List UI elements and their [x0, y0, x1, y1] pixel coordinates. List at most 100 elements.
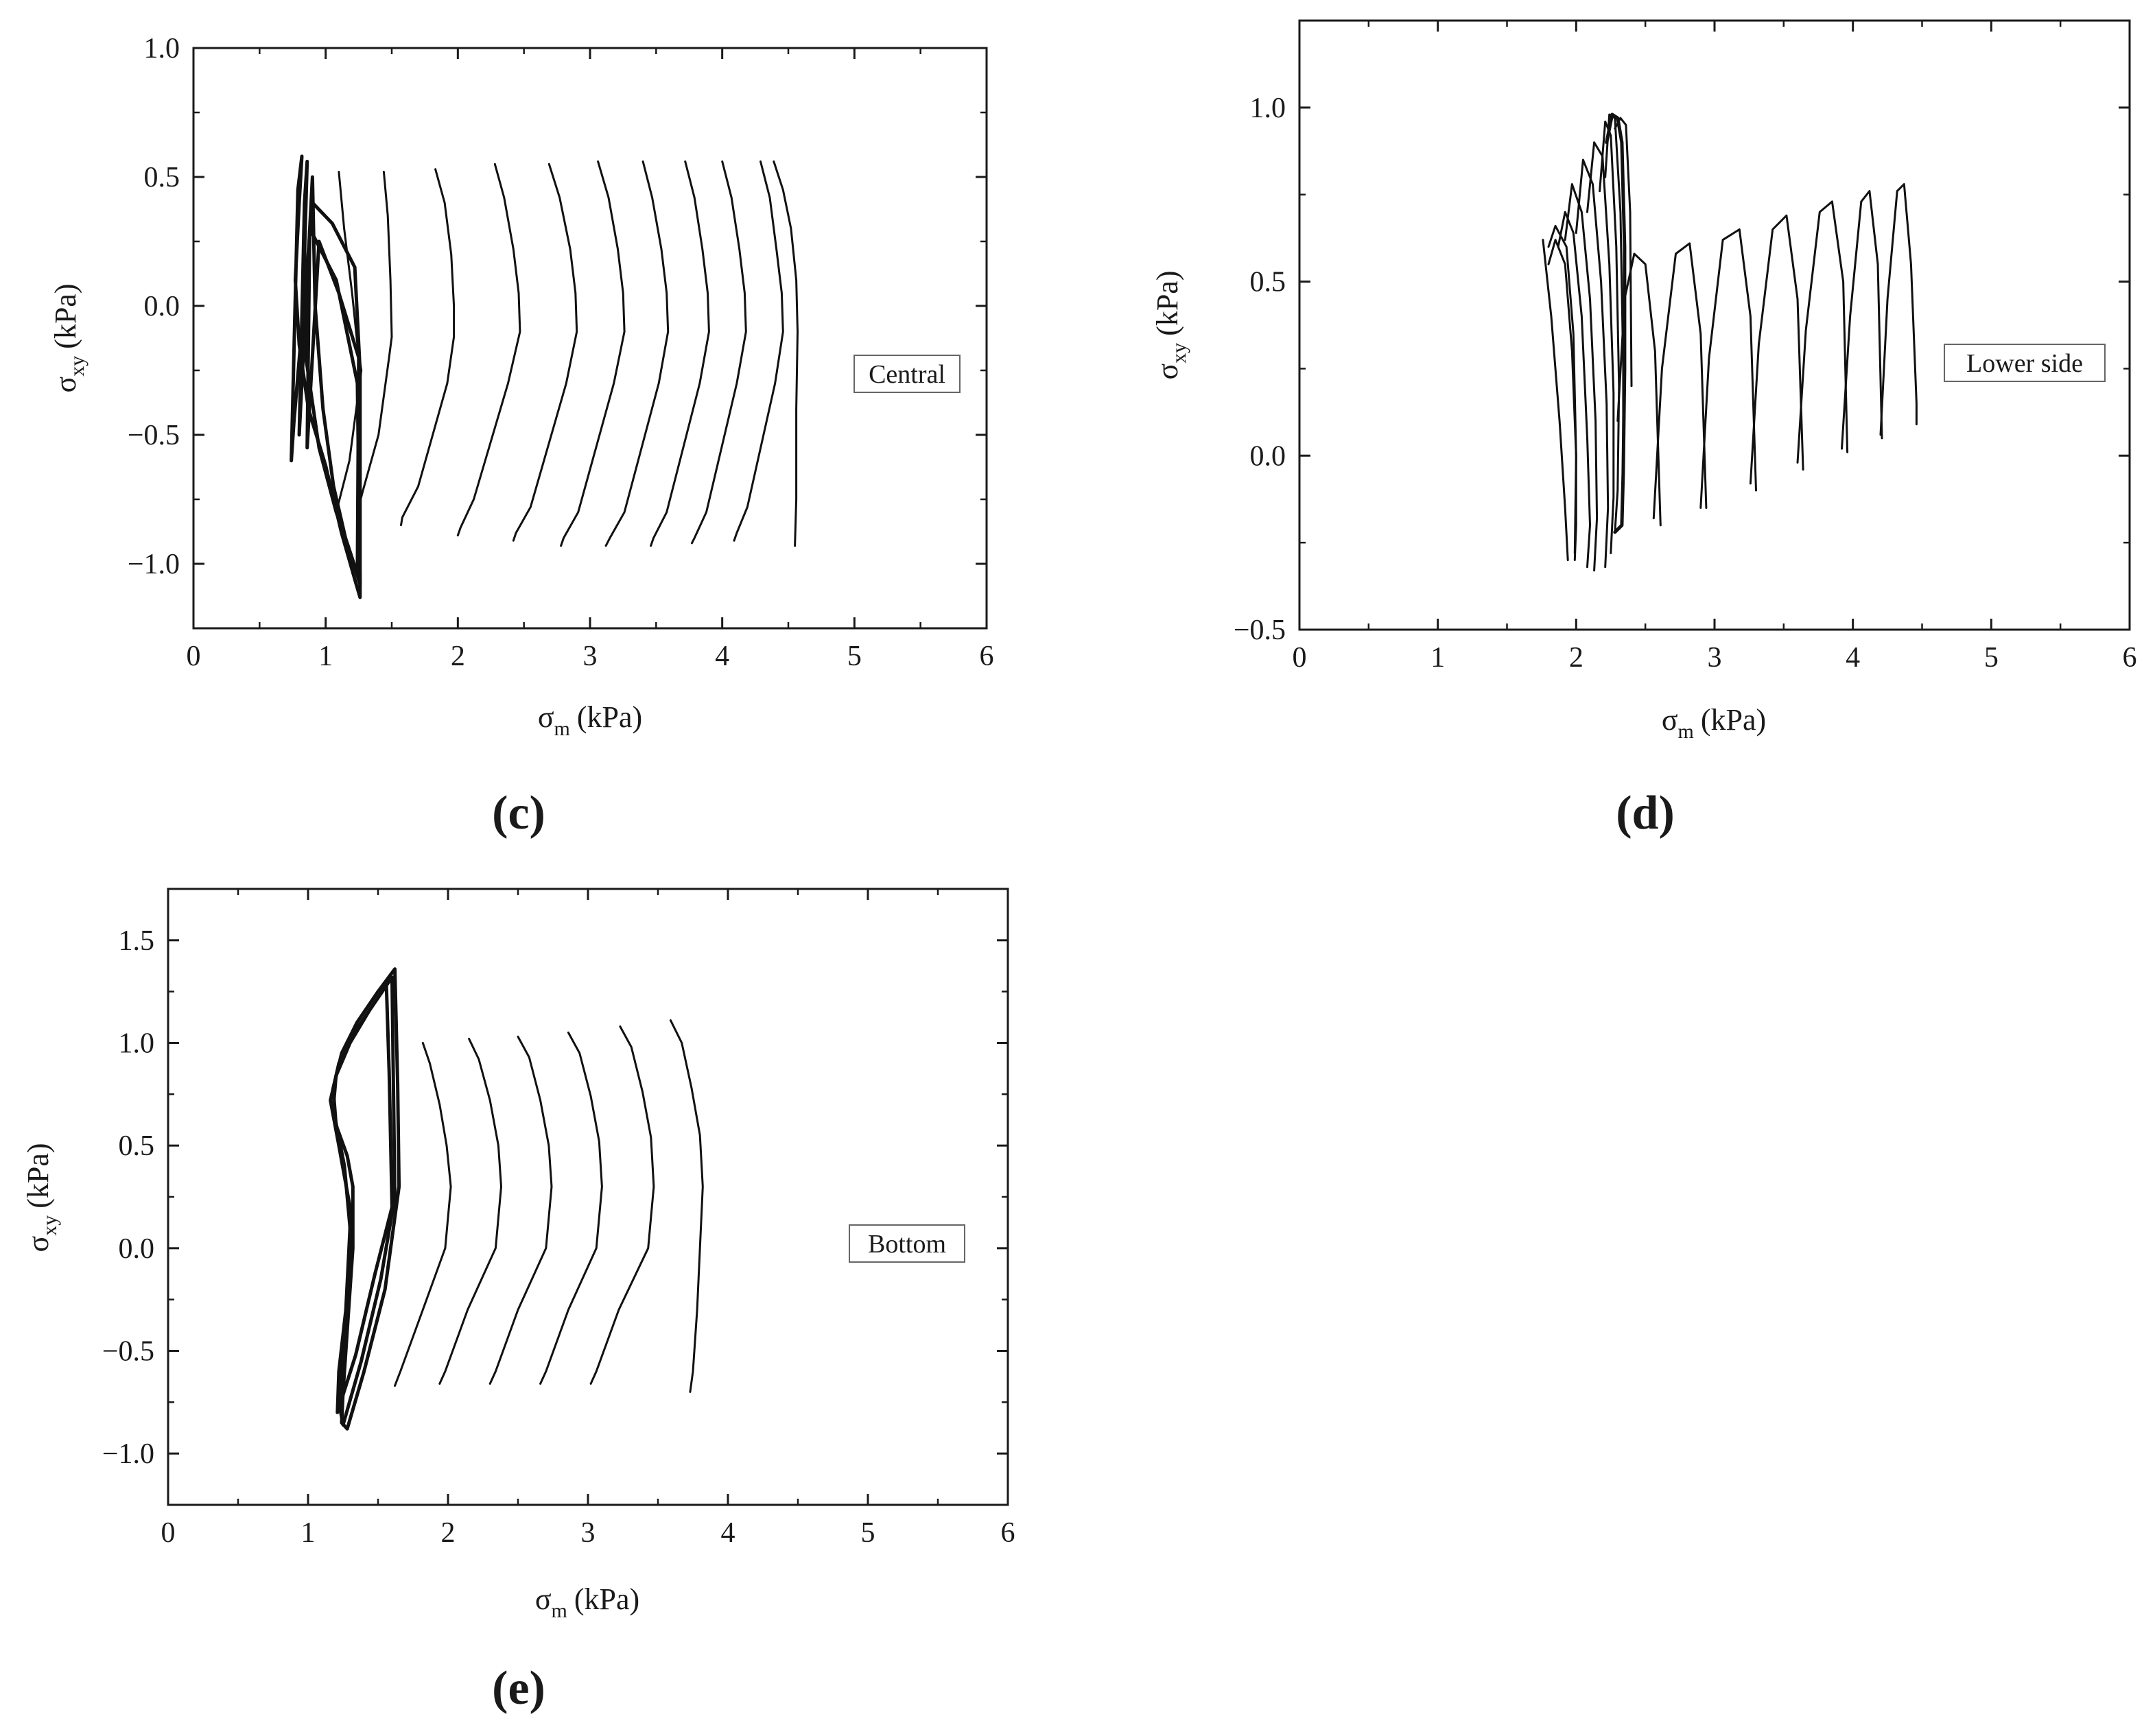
- y-tick-label: 0.0: [1250, 440, 1286, 472]
- stress-path-2: [297, 159, 362, 586]
- x-axis-unit: (kPa): [574, 1582, 639, 1616]
- stress-path-6: [488, 1036, 553, 1385]
- stress-path-17: [1841, 190, 1883, 450]
- y-tick-label: 1.0: [1250, 93, 1286, 124]
- stress-path-8: [1599, 120, 1621, 534]
- stress-path-13: [1652, 242, 1708, 520]
- stress-path-14: [1699, 228, 1757, 509]
- y-tick-label: −1.0: [102, 1438, 154, 1470]
- panel-c-xticks: 0 1 2 3 4 5 6: [187, 48, 994, 672]
- stress-path-15: [1749, 214, 1804, 485]
- x-tick-label: 2: [451, 641, 465, 672]
- panel-c-yticks: 1.0 0.5 0.0 −0.5 −1.0: [128, 33, 987, 630]
- y-axis-symbol: σ: [1151, 364, 1184, 380]
- annotation-box: [853, 355, 961, 393]
- x-tick-label: 2: [1569, 642, 1583, 674]
- y-axis-label: σxy (kPa): [49, 283, 89, 392]
- stress-path-8: [512, 163, 578, 542]
- panel-label: (d): [1616, 787, 1675, 840]
- x-tick-label: 5: [1984, 642, 1999, 674]
- x-axis-symbol: σ: [538, 700, 554, 734]
- panel-e-curves: [329, 967, 704, 1431]
- stress-path-9: [669, 1019, 704, 1393]
- x-tick-label: 3: [581, 1517, 596, 1549]
- x-axis-label: σm (kPa): [538, 700, 642, 740]
- x-tick-label: 1: [318, 641, 333, 672]
- y-axis-subscript: xy: [38, 1215, 61, 1236]
- x-tick-label: 2: [441, 1517, 456, 1549]
- stress-path-6: [1575, 158, 1610, 569]
- y-tick-label: 0.0: [119, 1233, 155, 1265]
- stress-path-11: [650, 160, 710, 547]
- y-tick-label: −0.5: [128, 420, 180, 451]
- y-axis-label: σxy (kPa): [21, 1143, 61, 1252]
- x-tick-label: 5: [847, 641, 862, 672]
- y-axis-symbol: σ: [49, 377, 82, 393]
- stress-path-12: [690, 160, 747, 545]
- x-tick-label: 0: [161, 1517, 176, 1549]
- stress-path-4: [394, 1042, 452, 1387]
- panel-e-xticks: 0 1 2 3 4 5 6: [161, 889, 1015, 1549]
- stress-path-13: [733, 160, 784, 542]
- x-tick-label: 4: [721, 1517, 735, 1549]
- y-tick-label: 0.5: [144, 162, 180, 193]
- stress-path-4: [1557, 211, 1591, 569]
- panel-d-frame: [1298, 19, 2131, 631]
- panel-e-yticks: 1.5 1.0 0.5 0.0 −0.5 −1.0: [102, 888, 1008, 1506]
- stress-path-10: [604, 160, 670, 547]
- panel-c-curves: [290, 154, 799, 599]
- stress-path-7: [1586, 141, 1615, 554]
- panel-d-yticks: 1.0 0.5 0.0 −0.5: [1234, 19, 2130, 646]
- x-tick-label: 6: [2123, 642, 2137, 674]
- x-axis-subscript: m: [1678, 720, 1694, 743]
- annotation-text: Bottom: [868, 1230, 946, 1259]
- x-tick-label: 6: [1001, 1517, 1015, 1549]
- x-tick-label: 5: [861, 1517, 875, 1549]
- stress-path-3: [305, 175, 361, 576]
- x-tick-label: 0: [1293, 642, 1307, 674]
- stress-path-8: [589, 1025, 655, 1385]
- x-axis-symbol: σ: [535, 1582, 552, 1616]
- y-tick-label: 1.0: [119, 1028, 155, 1060]
- x-axis-subscript: m: [552, 1600, 567, 1622]
- stress-path-6: [400, 168, 456, 527]
- x-tick-label: 3: [583, 641, 598, 672]
- annotation-box: [849, 1224, 965, 1263]
- panel-c-annotation: Central: [853, 355, 961, 393]
- x-tick-label: 3: [1708, 642, 1722, 674]
- y-tick-label: −0.5: [102, 1336, 154, 1368]
- panel-d-annotation: Lower side: [1944, 344, 2106, 382]
- stress-path-9: [560, 160, 626, 547]
- x-tick-label: 1: [301, 1517, 316, 1549]
- stress-path-1: [1542, 239, 1569, 561]
- stress-path-16: [1796, 200, 1849, 464]
- y-axis-unit: (kPa): [21, 1143, 55, 1208]
- y-axis-symbol: σ: [21, 1236, 55, 1252]
- stress-path-3: [1547, 224, 1577, 554]
- y-tick-label: 0.5: [1250, 267, 1286, 298]
- stress-path-5: [438, 1038, 502, 1385]
- y-tick-label: 1.5: [119, 925, 155, 957]
- panel-d-curves: [1542, 112, 1918, 572]
- x-tick-label: 0: [187, 641, 201, 672]
- x-axis-label: σm (kPa): [535, 1582, 639, 1622]
- stress-path-18: [1879, 183, 1918, 436]
- stress-path-12: [1616, 252, 1662, 527]
- stress-path-5: [1564, 183, 1599, 572]
- stress-path-1: [290, 154, 362, 599]
- y-axis-unit: (kPa): [49, 283, 82, 348]
- panel-e-frame: [167, 888, 1009, 1506]
- x-axis-label: σm (kPa): [1662, 703, 1766, 743]
- x-axis-symbol: σ: [1662, 703, 1678, 737]
- y-tick-label: −1.0: [128, 549, 180, 580]
- annotation-text: Central: [869, 360, 945, 389]
- x-axis-subscript: m: [554, 717, 570, 740]
- y-axis-label: σxy (kPa): [1151, 270, 1190, 379]
- annotation-text: Lower side: [1966, 349, 2083, 378]
- y-tick-label: 1.0: [144, 33, 180, 64]
- y-axis-unit: (kPa): [1151, 270, 1184, 335]
- y-tick-label: −0.5: [1234, 615, 1286, 646]
